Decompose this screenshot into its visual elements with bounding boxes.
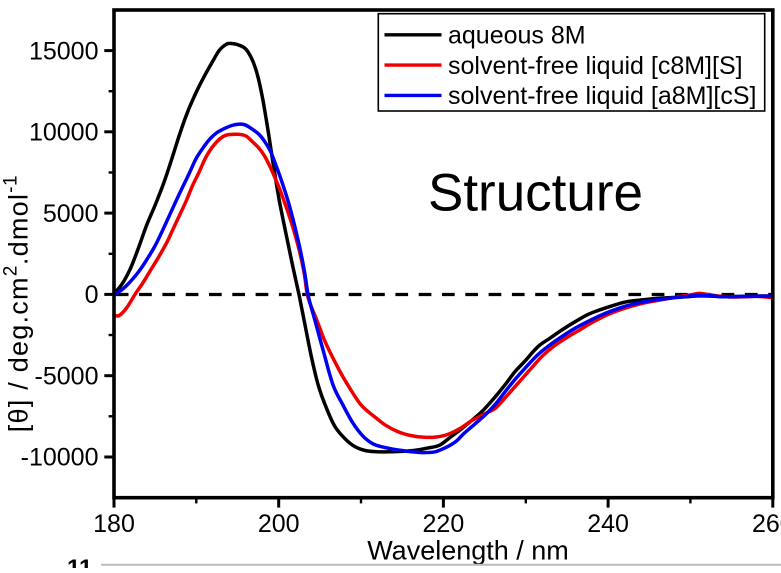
svg-text:0: 0 [85, 281, 99, 309]
svg-text:10000: 10000 [29, 119, 99, 147]
svg-text:Structure: Structure [428, 164, 643, 223]
svg-text:solvent-free liquid [c8M][S]: solvent-free liquid [c8M][S] [448, 52, 743, 80]
svg-text:260: 260 [752, 510, 781, 538]
svg-text:240: 240 [587, 510, 629, 538]
svg-text:-5000: -5000 [35, 362, 99, 390]
svg-text:-10000: -10000 [21, 444, 99, 472]
svg-text:11: 11 [67, 555, 92, 568]
svg-text:220: 220 [423, 510, 465, 538]
svg-text:5000: 5000 [43, 200, 99, 228]
svg-text:200: 200 [258, 510, 300, 538]
svg-text:solvent-free liquid [a8M][cS]: solvent-free liquid [a8M][cS] [448, 82, 756, 110]
svg-text:aqueous 8M: aqueous 8M [448, 22, 586, 50]
svg-text:15000: 15000 [29, 37, 99, 65]
svg-text:180: 180 [93, 510, 135, 538]
svg-text:[θ] / deg.cm2.dmol-1: [θ] / deg.cm2.dmol-1 [0, 175, 33, 432]
svg-text:Wavelength / nm: Wavelength / nm [367, 535, 569, 565]
